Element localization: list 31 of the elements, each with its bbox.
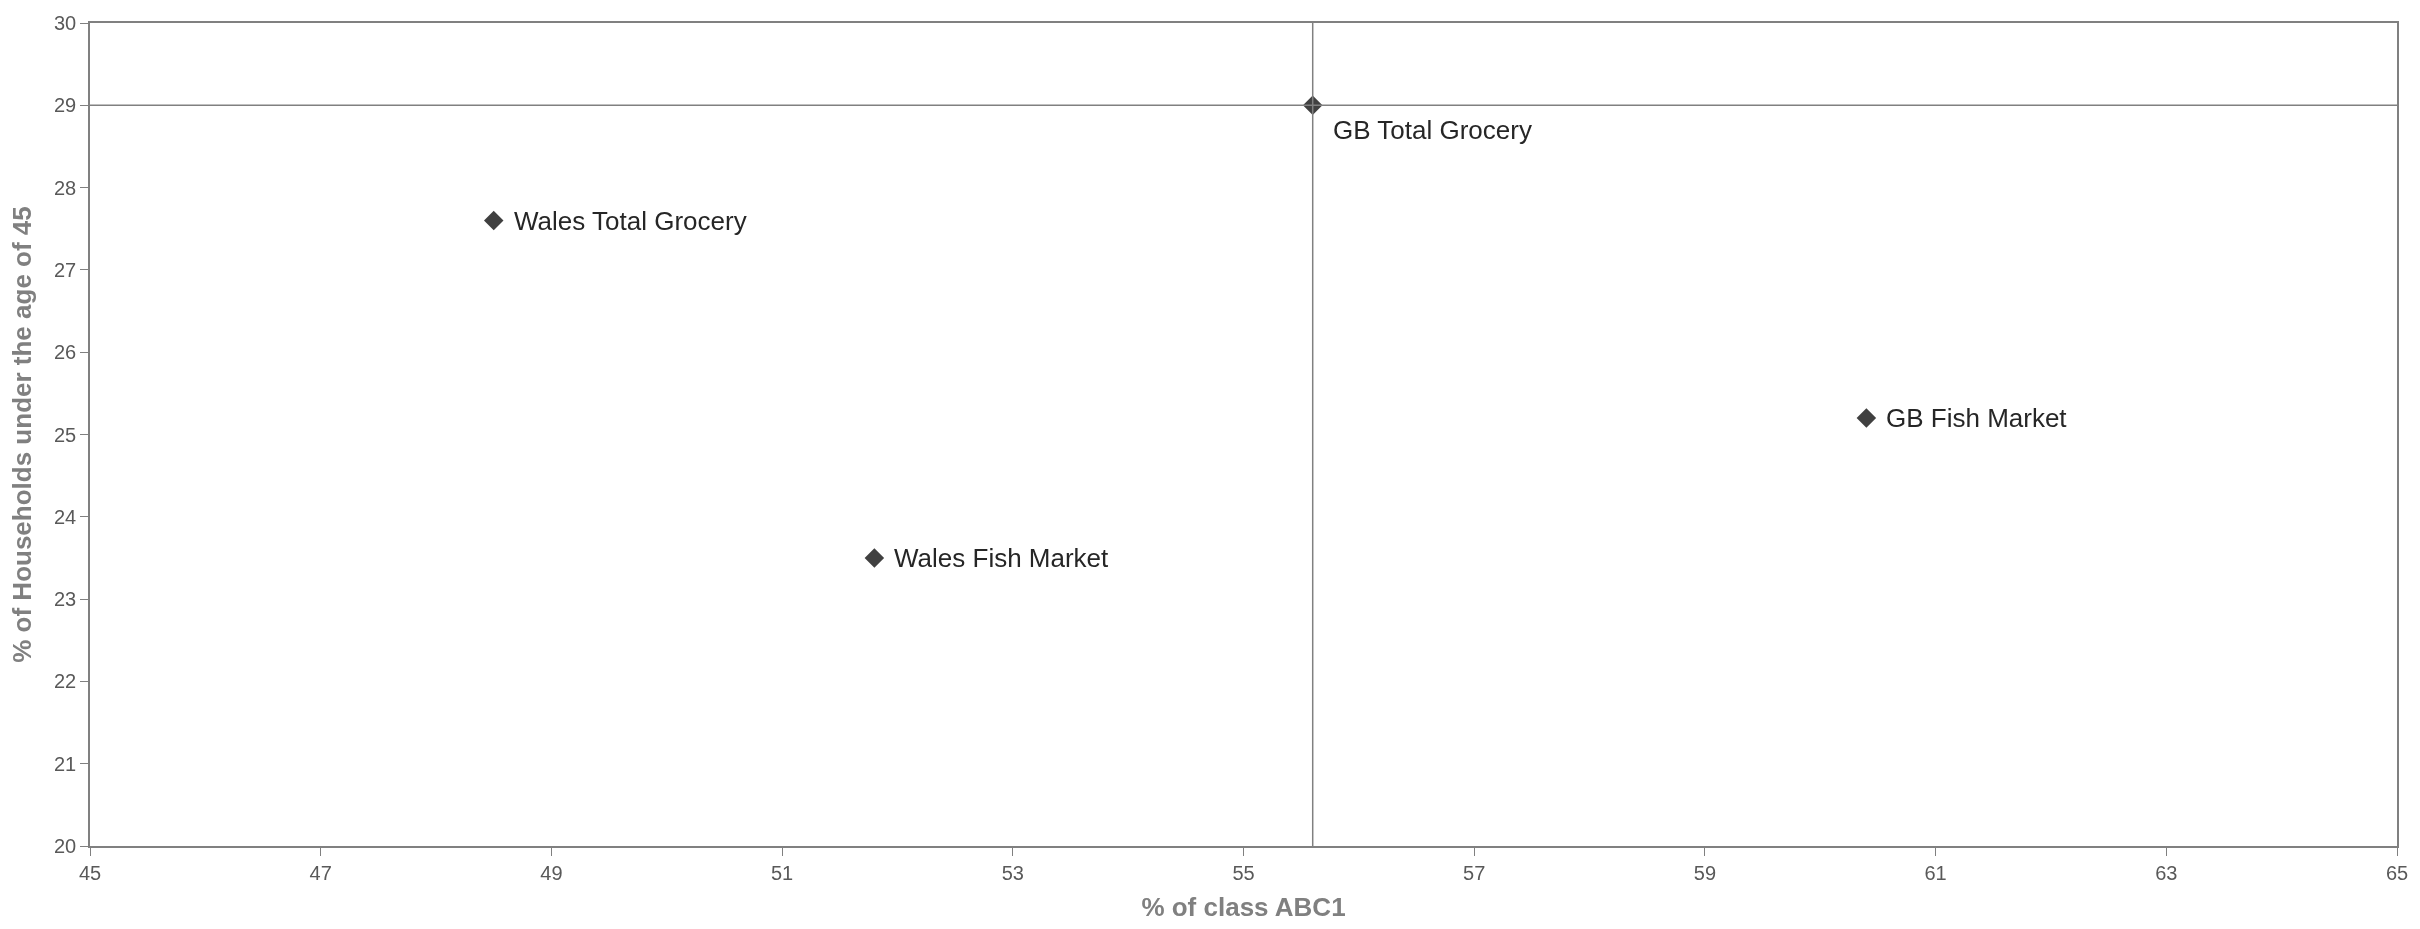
y-tick-label: 25	[54, 423, 77, 446]
y-tick-label: 21	[54, 752, 77, 775]
x-tick-label: 53	[1001, 861, 1024, 884]
y-axis-title: % of Households under the age of 45	[6, 206, 37, 663]
y-tick-label: 27	[54, 258, 77, 281]
x-tick-label: 55	[1232, 861, 1255, 884]
y-tick-label: 28	[54, 176, 77, 199]
x-tick-label: 63	[2155, 861, 2178, 884]
y-tick-label: 29	[54, 94, 77, 117]
annotation: GB Fish Market	[1886, 403, 2068, 433]
x-tick-label: 51	[770, 861, 794, 884]
x-tick-label: 47	[309, 861, 332, 884]
x-tick-label: 65	[2385, 861, 2409, 884]
annotation: Wales Fish Market	[894, 543, 1110, 573]
y-tick-label: 26	[54, 341, 77, 364]
x-tick-label: 45	[78, 861, 102, 884]
x-tick-label: 59	[1693, 861, 1717, 884]
y-tick-label: 22	[54, 670, 77, 693]
x-axis-title: % of class ABC1	[1141, 891, 1346, 922]
y-tick-label: 30	[54, 12, 77, 34]
y-tick-label: 20	[54, 835, 77, 857]
x-tick-label: 49	[540, 861, 563, 884]
point	[864, 548, 885, 568]
annotation: Wales Total Grocery	[514, 206, 747, 236]
point	[1856, 408, 1877, 428]
y-tick-label: 23	[54, 588, 77, 611]
annotation: GB Total Grocery	[1333, 115, 1532, 145]
x-tick-label: 57	[1463, 861, 1486, 884]
x-tick-label: 61	[1924, 861, 1947, 884]
point	[483, 210, 504, 231]
y-tick-label: 24	[54, 505, 77, 528]
